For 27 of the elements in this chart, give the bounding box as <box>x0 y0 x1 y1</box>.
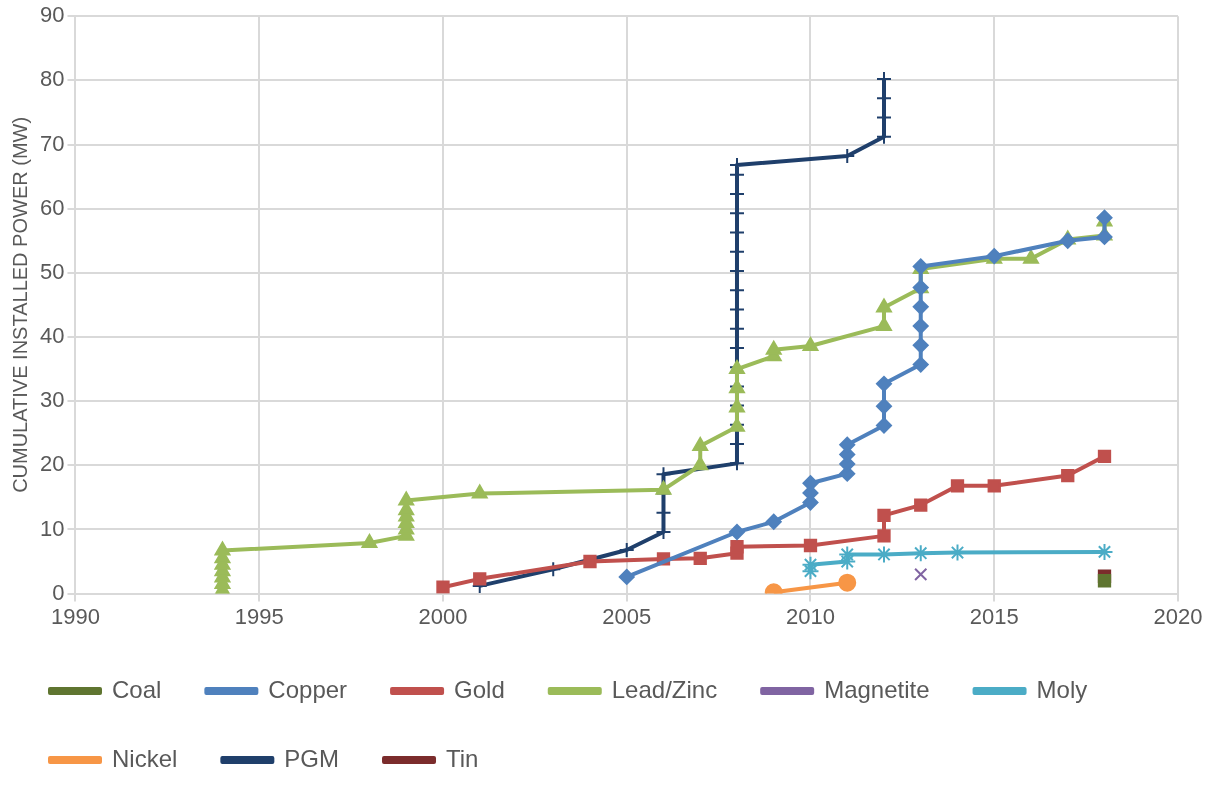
y-tick-label: 0 <box>52 579 65 605</box>
y-axis-title: CUMULATIVE INSTALLED POWER (MW) <box>8 116 31 493</box>
legend-label: Copper <box>268 675 348 703</box>
x-tick-label: 1995 <box>234 603 284 629</box>
y-tick-label: 50 <box>39 258 65 284</box>
y-tick-label: 40 <box>39 323 65 349</box>
legend-label: Coal <box>112 675 162 703</box>
x-tick-label: 2015 <box>969 603 1019 629</box>
x-tick-label: 1990 <box>50 603 100 629</box>
y-tick-label: 30 <box>39 387 65 413</box>
y-tick-label: 60 <box>39 194 65 220</box>
x-tick-label: 2005 <box>602 603 652 629</box>
legend-label: Moly <box>1036 675 1088 703</box>
legend-label: Gold <box>454 675 505 703</box>
legend-label: Magnetite <box>824 675 930 703</box>
y-tick-label: 10 <box>39 515 65 541</box>
x-tick-label: 2010 <box>786 603 835 629</box>
legend-label: PGM <box>284 744 340 772</box>
y-tick-label: 90 <box>39 2 65 28</box>
legend-label: Lead/Zinc <box>611 675 718 703</box>
y-tick-label: 70 <box>39 130 65 156</box>
y-tick-label: 80 <box>39 66 65 92</box>
x-tick-label: 2000 <box>418 603 468 629</box>
y-tick-label: 20 <box>39 451 65 477</box>
legend-label: Nickel <box>112 744 178 772</box>
x-tick-label: 2020 <box>1153 603 1203 629</box>
legend-label: Tin <box>446 744 479 772</box>
